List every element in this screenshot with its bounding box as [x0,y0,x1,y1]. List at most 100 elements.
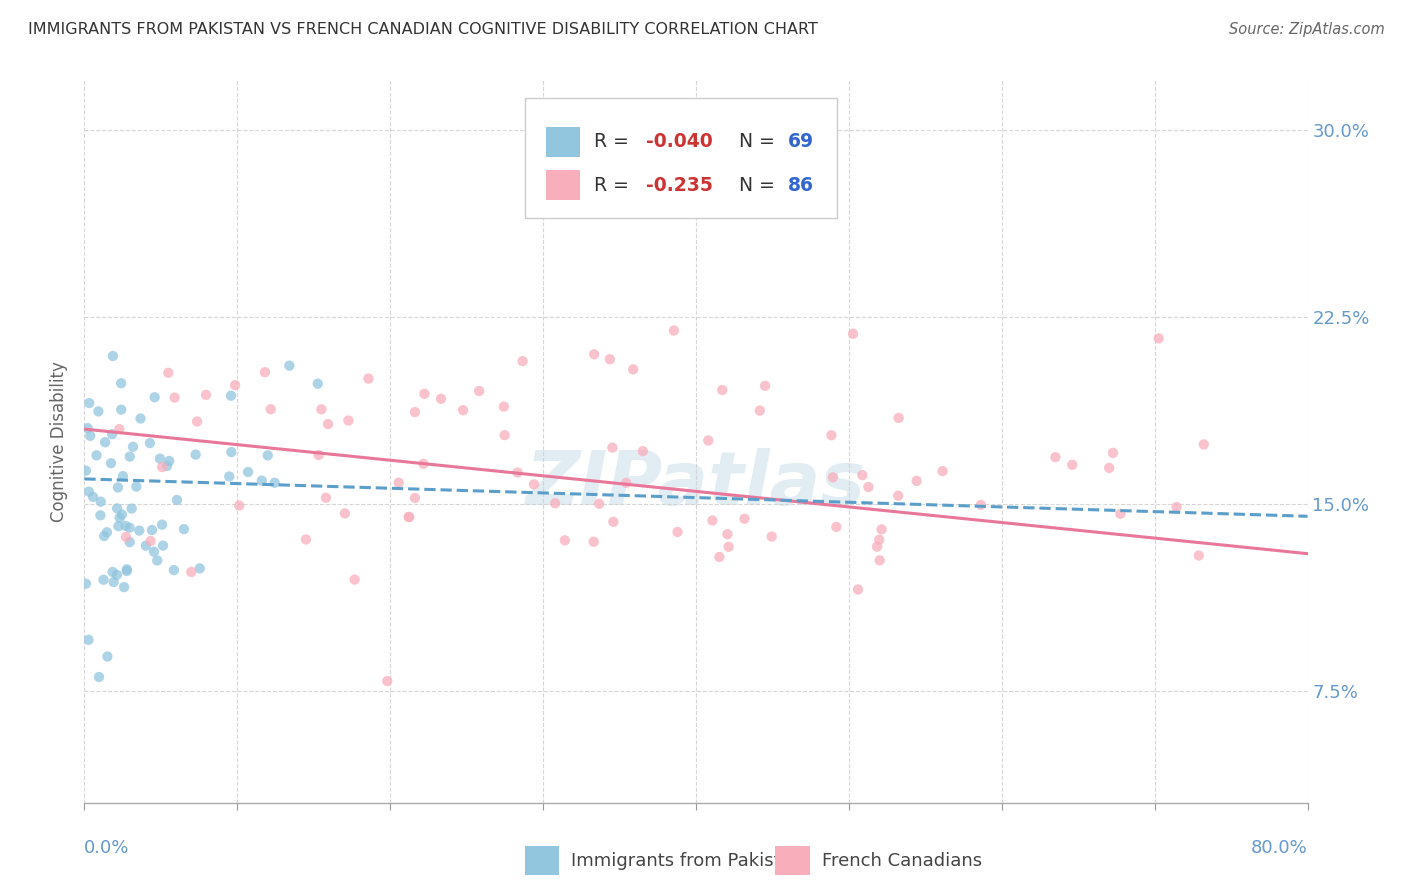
Point [77,396,100,410]
Point [666,524,689,539]
Point [77,632,100,647]
Point [1192,437,1215,451]
Point [754,379,776,393]
Point [111,469,134,483]
Point [260,402,283,417]
Point [107,519,129,533]
Point [141,523,163,537]
Text: Source: ZipAtlas.com: Source: ZipAtlas.com [1229,22,1385,37]
Point [221,445,243,459]
Point [868,533,890,547]
Point [108,510,131,524]
Point [142,545,165,559]
Point [413,387,436,401]
Point [697,434,720,448]
Point [112,580,135,594]
Point [89,508,111,523]
Text: 69: 69 [787,132,814,152]
Point [101,565,124,579]
Point [125,480,148,494]
Point [1045,450,1067,465]
Y-axis label: Cognitive Disability: Cognitive Disability [51,361,69,522]
Point [717,540,740,554]
Point [451,403,474,417]
Point [582,534,605,549]
Point [711,383,734,397]
Point [115,564,138,578]
Point [412,457,434,471]
Point [105,567,128,582]
Point [734,512,756,526]
Point [118,521,141,535]
Text: IMMIGRANTS FROM PAKISTAN VS FRENCH CANADIAN COGNITIVE DISABILITY CORRELATION CHA: IMMIGRANTS FROM PAKISTAN VS FRENCH CANAD… [28,22,818,37]
Point [492,400,515,414]
Point [357,371,380,385]
Point [583,347,606,361]
Point [602,515,624,529]
Point [887,411,910,425]
Point [105,501,128,516]
Point [253,365,276,379]
Point [121,501,143,516]
Point [77,484,100,499]
Point [1147,331,1170,345]
Point [224,378,246,392]
Point [79,429,101,443]
Point [1166,500,1188,515]
Point [143,390,166,404]
Point [905,474,928,488]
Point [129,411,152,425]
Point [709,549,731,564]
Point [614,475,637,490]
Point [163,391,186,405]
Point [263,475,285,490]
Point [315,491,337,505]
Point [662,324,685,338]
Point [702,514,724,528]
Point [115,562,138,576]
Point [512,354,534,368]
Point [114,519,136,533]
FancyBboxPatch shape [524,98,837,218]
Point [166,493,188,508]
Point [278,359,301,373]
Point [256,449,278,463]
Point [821,470,844,484]
Point [93,573,115,587]
Point [1102,446,1125,460]
Bar [776,847,810,875]
Point [748,403,770,417]
Text: R =: R = [595,176,636,194]
Point [846,582,869,597]
Point [599,352,621,367]
Point [337,413,360,427]
Point [94,435,117,450]
Point [195,388,218,402]
Point [82,490,104,504]
Point [228,499,250,513]
Point [430,392,453,406]
Point [157,454,180,468]
Point [86,448,108,462]
Text: French Canadians: French Canadians [823,852,981,870]
Point [842,326,865,341]
Point [122,440,145,454]
Point [554,533,576,548]
Point [761,529,783,543]
Point [107,481,129,495]
Point [173,522,195,536]
Point [825,520,848,534]
Bar [524,847,560,875]
Point [150,517,173,532]
Point [398,510,420,524]
Point [343,573,366,587]
Point [101,427,124,442]
Point [494,428,516,442]
Text: 86: 86 [787,176,814,194]
Point [118,535,141,549]
Text: -0.235: -0.235 [645,176,713,194]
Point [866,540,889,554]
Point [139,436,162,450]
Point [870,523,893,537]
Point [375,674,398,689]
